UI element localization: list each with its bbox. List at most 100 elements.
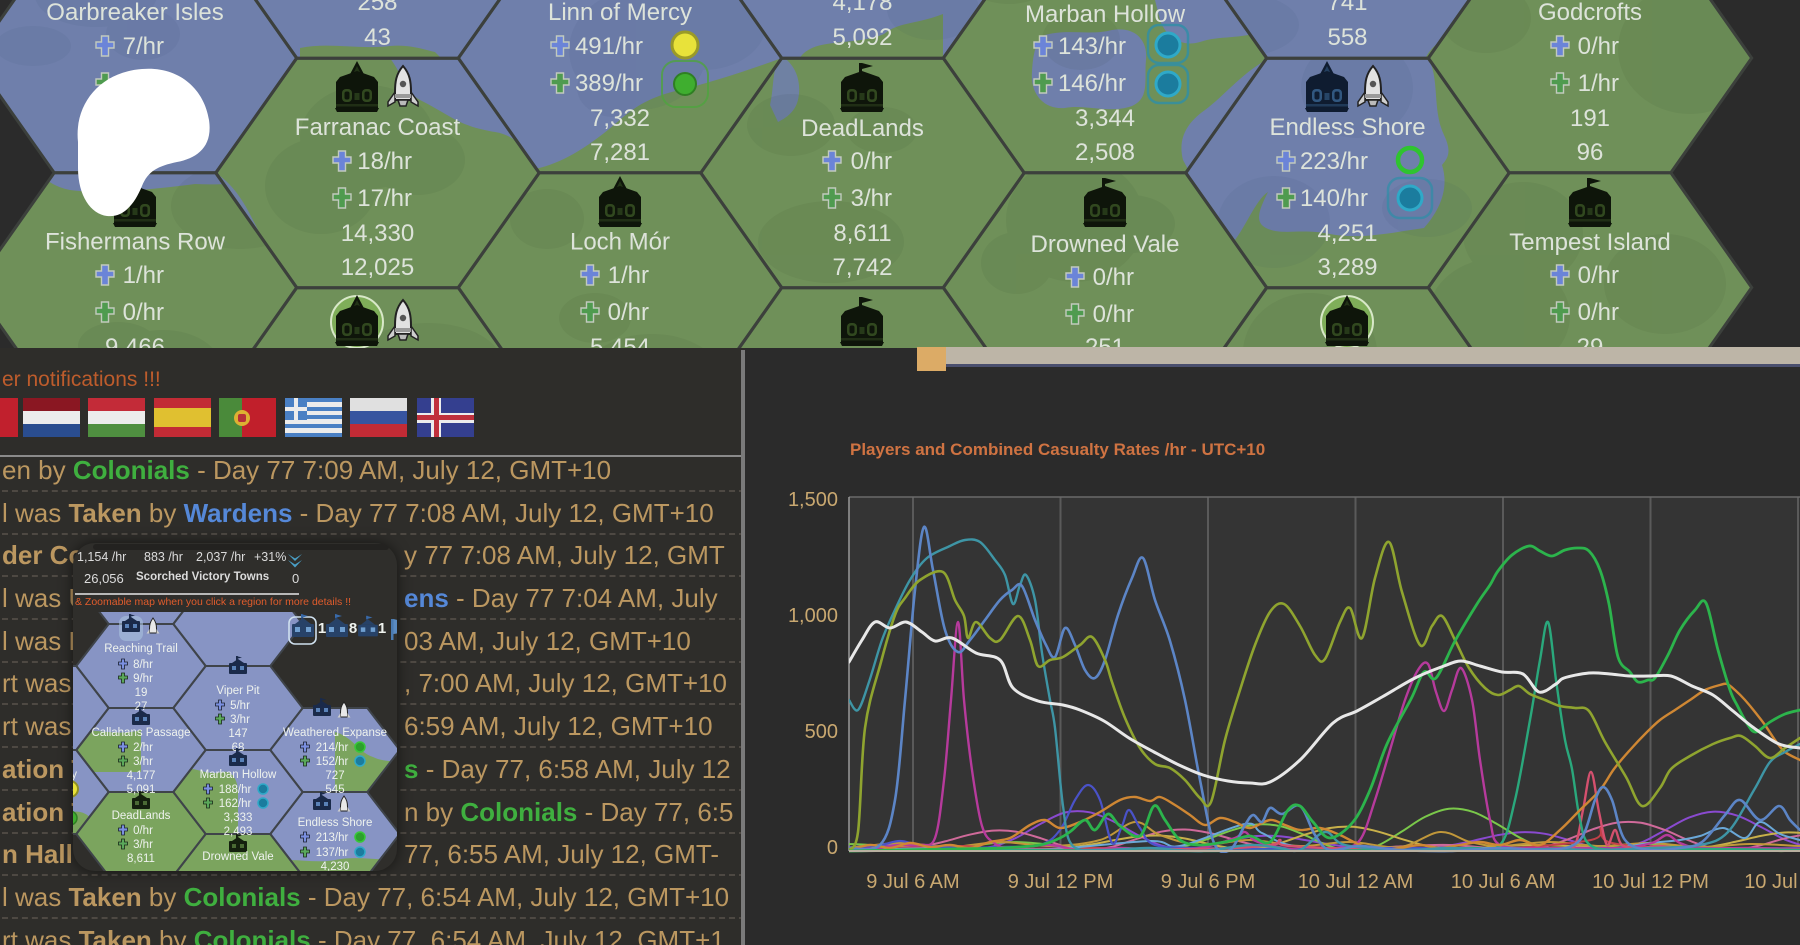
svg-text:10 Jul 6 AM: 10 Jul 6 AM	[1451, 871, 1556, 893]
svg-text:545: 545	[325, 784, 344, 796]
svg-text:0/hr: 0/hr	[1578, 33, 1619, 60]
svg-text:558: 558	[1327, 24, 1367, 51]
svg-text:0/hr: 0/hr	[123, 299, 164, 326]
svg-text:DeadLands: DeadLands	[112, 810, 171, 822]
svg-text:143/hr: 143/hr	[1058, 33, 1126, 60]
svg-text:9 Jul 6 PM: 9 Jul 6 PM	[1161, 871, 1255, 893]
svg-text:4,230: 4,230	[321, 861, 350, 871]
svg-text:1/hr: 1/hr	[608, 262, 649, 289]
svg-text:Tempest Island: Tempest Island	[1509, 229, 1670, 256]
svg-text:2,493: 2,493	[224, 826, 253, 838]
svg-text:727: 727	[325, 770, 344, 782]
svg-text:7,332: 7,332	[590, 105, 650, 132]
svg-text:Viper Pit: Viper Pit	[216, 685, 260, 697]
svg-text:8: 8	[349, 620, 357, 637]
svg-text:Loch Mór: Loch Mór	[570, 229, 670, 256]
svg-text:1/hr: 1/hr	[1578, 70, 1619, 97]
svg-text:cy: cy	[73, 769, 77, 781]
svg-text:191: 191	[1570, 105, 1610, 132]
svg-text:Drowned Vale: Drowned Vale	[202, 851, 273, 863]
svg-text:137/hr: 137/hr	[316, 847, 349, 859]
svg-text:Endless Shore: Endless Shore	[1269, 114, 1425, 141]
svg-text:Marban Hollow: Marban Hollow	[1025, 1, 1186, 28]
svg-text:3,333: 3,333	[224, 812, 253, 824]
svg-text:0/hr: 0/hr	[851, 148, 892, 175]
svg-text:5,091: 5,091	[127, 784, 156, 796]
svg-text:0/hr: 0/hr	[1093, 301, 1134, 328]
svg-text:5,092: 5,092	[832, 24, 892, 51]
svg-text:Drowned Vale: Drowned Vale	[1031, 231, 1180, 258]
svg-text:1,500: 1,500	[788, 489, 838, 511]
svg-text:0/hr: 0/hr	[608, 299, 649, 326]
svg-text:29: 29	[1577, 334, 1604, 348]
svg-text:Fishermans Row: Fishermans Row	[45, 229, 226, 256]
svg-text:Linn of Mercy: Linn of Mercy	[548, 0, 692, 26]
svg-text:3,344: 3,344	[1075, 105, 1135, 132]
svg-text:1: 1	[378, 620, 386, 637]
svg-text:1,000: 1,000	[788, 605, 838, 627]
svg-text:10 Jul 12 PM: 10 Jul 12 PM	[1592, 871, 1709, 893]
svg-text:Marban Hollow: Marban Hollow	[200, 769, 277, 781]
svg-text:188/hr: 188/hr	[219, 784, 252, 796]
svg-text:146/hr: 146/hr	[1058, 70, 1126, 97]
svg-text:500: 500	[805, 721, 838, 743]
svg-text:68: 68	[232, 742, 245, 754]
svg-text:96: 96	[1577, 139, 1604, 166]
svg-text:9 Jul 6 AM: 9 Jul 6 AM	[866, 871, 959, 893]
svg-text:3/hr: 3/hr	[230, 714, 250, 726]
svg-text:2,508: 2,508	[1075, 139, 1135, 166]
svg-text:8/hr: 8/hr	[133, 659, 153, 671]
svg-text:8,611: 8,611	[833, 220, 891, 247]
svg-text:Godcrofts: Godcrofts	[1538, 0, 1642, 26]
svg-text:19: 19	[135, 687, 148, 699]
svg-text:17/hr: 17/hr	[357, 185, 412, 212]
svg-text:258: 258	[357, 0, 397, 16]
svg-text:2/hr: 2/hr	[133, 742, 153, 754]
svg-text:251: 251	[1085, 334, 1125, 348]
svg-text:Weathered Expanse: Weathered Expanse	[283, 727, 387, 739]
svg-text:10 Jul 12 AM: 10 Jul 12 AM	[1298, 871, 1414, 893]
svg-text:9/hr: 9/hr	[133, 673, 153, 685]
svg-text:0/hr: 0/hr	[1093, 264, 1134, 291]
svg-text:9,466: 9,466	[105, 334, 165, 348]
svg-text:5/hr: 5/hr	[230, 700, 250, 712]
svg-text:DeadLands: DeadLands	[801, 115, 924, 142]
svg-text:3/hr: 3/hr	[133, 756, 153, 768]
svg-text:214/hr: 214/hr	[316, 742, 349, 754]
svg-text:Players and Combined Casualty: Players and Combined Casualty Rates /hr …	[850, 440, 1265, 459]
svg-text:491/hr: 491/hr	[575, 33, 643, 60]
svg-text:741: 741	[1327, 0, 1367, 16]
svg-text:9 Jul 12 PM: 9 Jul 12 PM	[1008, 871, 1114, 893]
svg-text:27: 27	[135, 701, 148, 713]
svg-text:3/hr: 3/hr	[851, 185, 892, 212]
svg-text:0/hr: 0/hr	[1578, 299, 1619, 326]
svg-text:3/hr: 3/hr	[133, 839, 153, 851]
svg-text:Reaching Trail: Reaching Trail	[104, 643, 178, 655]
svg-text:Endless Shore: Endless Shore	[298, 817, 373, 829]
svg-text:152/hr: 152/hr	[316, 756, 349, 768]
svg-text:1: 1	[318, 620, 326, 637]
svg-text:7/hr: 7/hr	[123, 33, 164, 60]
svg-text:18/hr: 18/hr	[357, 148, 412, 175]
svg-text:4,251: 4,251	[1317, 220, 1377, 247]
svg-text:223/hr: 223/hr	[1300, 148, 1368, 175]
svg-text:43: 43	[364, 24, 391, 51]
svg-text:8,611: 8,611	[127, 853, 155, 865]
svg-text:12,025: 12,025	[341, 254, 414, 281]
svg-text:162/hr: 162/hr	[219, 798, 252, 810]
svg-text:147: 147	[228, 728, 247, 740]
svg-text:14,330: 14,330	[341, 220, 414, 247]
svg-text:10 Jul 6 PM: 10 Jul 6 PM	[1744, 871, 1800, 893]
svg-text:Farranac Coast: Farranac Coast	[295, 114, 461, 141]
svg-text:213/hr: 213/hr	[316, 832, 349, 844]
svg-text:Oarbreaker Isles: Oarbreaker Isles	[46, 0, 223, 26]
svg-text:4,177: 4,177	[127, 770, 156, 782]
svg-text:5,454: 5,454	[590, 334, 650, 348]
svg-text:0: 0	[827, 837, 838, 859]
svg-text:4,178: 4,178	[832, 0, 892, 16]
svg-text:389/hr: 389/hr	[575, 70, 643, 97]
svg-text:3,289: 3,289	[1317, 254, 1377, 281]
svg-text:0/hr: 0/hr	[1578, 262, 1619, 289]
svg-text:140/hr: 140/hr	[1300, 185, 1368, 212]
svg-text:7,742: 7,742	[832, 254, 892, 281]
